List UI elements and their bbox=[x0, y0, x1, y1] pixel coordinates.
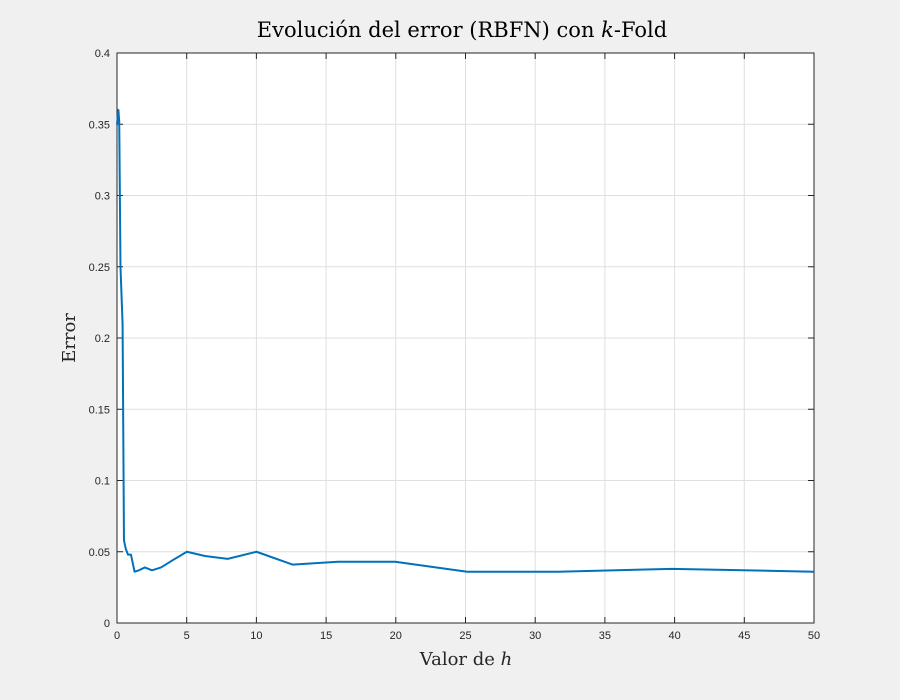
chart-title-suffix: -Fold bbox=[614, 18, 667, 42]
x-axis-label: Valor de h bbox=[419, 649, 513, 670]
y-tick-label: 0.35 bbox=[89, 119, 110, 131]
x-tick-label: 0 bbox=[114, 630, 120, 642]
chart-title-variable: k bbox=[601, 18, 614, 42]
series-line bbox=[116, 109, 815, 573]
x-axis-label-text: Valor de bbox=[419, 649, 501, 670]
x-tick-label: 5 bbox=[184, 630, 190, 642]
y-tick-label: 0.2 bbox=[95, 333, 110, 345]
chart-title: Evolución del error (RBFN) con k-Fold bbox=[257, 18, 667, 42]
series-group bbox=[116, 109, 815, 573]
x-tick-label: 15 bbox=[320, 630, 332, 642]
y-tick-label: 0.15 bbox=[89, 404, 110, 416]
x-tick-label: 20 bbox=[390, 630, 402, 642]
x-axis-label-variable: h bbox=[501, 649, 513, 670]
x-tick-label: 40 bbox=[668, 630, 680, 642]
y-tick-label: 0.25 bbox=[89, 262, 110, 274]
x-tick-label: 30 bbox=[529, 630, 541, 642]
y-tick-label: 0.05 bbox=[89, 547, 110, 559]
chart-title-text: Evolución del error (RBFN) con bbox=[257, 18, 601, 42]
y-tick-label: 0.4 bbox=[95, 48, 110, 60]
y-tick-label: 0.1 bbox=[95, 476, 110, 488]
y-tick-label: 0.3 bbox=[95, 191, 110, 203]
x-tick-label: 10 bbox=[250, 630, 262, 642]
y-tick-label: 0 bbox=[104, 618, 110, 630]
y-axis-label: Error bbox=[59, 313, 80, 363]
axis-ticks: 0 5 10 15 20 25 30 35 40 45 50 0 0.05 0.1 0.15 0.2 0.25 0… bbox=[89, 48, 821, 642]
x-tick-label: 50 bbox=[808, 630, 820, 642]
x-tick-label: 35 bbox=[599, 630, 611, 642]
x-tick-label: 25 bbox=[459, 630, 471, 642]
x-tick-label: 45 bbox=[738, 630, 750, 642]
